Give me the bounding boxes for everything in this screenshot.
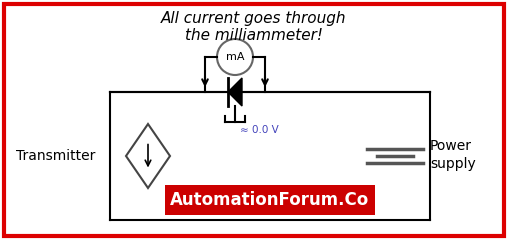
Text: the milliammeter!: the milliammeter! xyxy=(185,28,323,42)
Text: Power: Power xyxy=(430,139,472,153)
Text: Transmitter: Transmitter xyxy=(16,149,96,163)
Text: supply: supply xyxy=(430,157,476,171)
Text: All current goes through: All current goes through xyxy=(161,11,347,25)
Text: AutomationForum.Co: AutomationForum.Co xyxy=(170,191,370,209)
Polygon shape xyxy=(228,78,242,106)
Text: mA: mA xyxy=(226,52,244,62)
Text: ≈ 0.0 V: ≈ 0.0 V xyxy=(240,125,279,135)
